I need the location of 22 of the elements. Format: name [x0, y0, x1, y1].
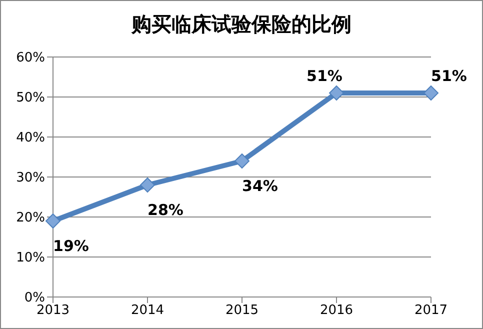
x-tick-label: 2015: [225, 303, 259, 318]
y-tick-label: 30%: [16, 170, 45, 186]
point: [234, 154, 250, 168]
x-tick-label: 2014: [130, 303, 164, 318]
point: [424, 86, 438, 100]
chart-title: 购买临床试验保险的比例: [130, 11, 352, 38]
data-label: 19%: [53, 237, 89, 255]
point: [140, 178, 155, 192]
x-tick-label: 2017: [414, 303, 448, 318]
data-label: 51%: [306, 67, 342, 85]
data-label: 51%: [431, 67, 467, 85]
point: [329, 86, 344, 100]
data-label: 34%: [242, 177, 278, 195]
y-tick-label: 20%: [16, 210, 45, 226]
x-tick-label: 2016: [320, 303, 354, 318]
data-label: 28%: [148, 201, 184, 219]
y-tick-label: 60%: [16, 50, 45, 66]
y-tick-label: 10%: [16, 250, 45, 266]
point: [46, 214, 60, 228]
x-tick-label: 2013: [36, 303, 70, 318]
y-tick-label: 50%: [16, 90, 45, 106]
y-tick-label: 40%: [16, 130, 45, 146]
